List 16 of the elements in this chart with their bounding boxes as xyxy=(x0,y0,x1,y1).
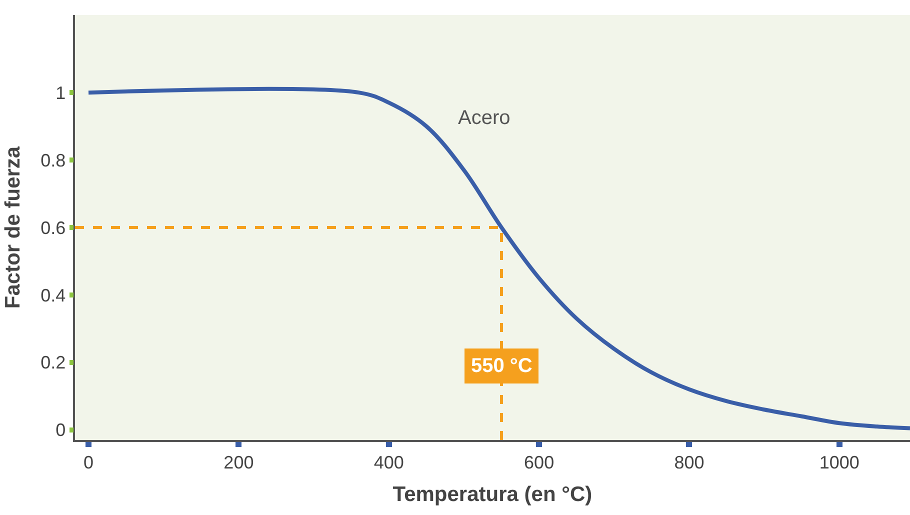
y-tick-label: 0.2 xyxy=(40,352,66,373)
y-axis-title: Factor de fuerza xyxy=(1,146,24,309)
y-tick-label: 0.6 xyxy=(40,218,66,238)
x-tick-label: 600 xyxy=(524,452,554,472)
x-tick-label: 400 xyxy=(374,452,404,472)
ref-line-label: 550 °C xyxy=(471,355,532,377)
y-tick-label: 0 xyxy=(56,420,66,440)
x-tick-label: 0 xyxy=(84,452,94,472)
x-tick-label: 200 xyxy=(224,452,254,472)
y-tick-label: 0.8 xyxy=(40,150,66,170)
x-tick-label: 1000 xyxy=(819,452,860,472)
y-tick-label: 1 xyxy=(56,82,66,103)
x-axis-title: Temperatura (en °C) xyxy=(392,483,592,506)
y-tick-label: 0.4 xyxy=(40,285,66,306)
series-label: Acero xyxy=(458,107,510,129)
x-tick-label: 800 xyxy=(674,452,704,472)
